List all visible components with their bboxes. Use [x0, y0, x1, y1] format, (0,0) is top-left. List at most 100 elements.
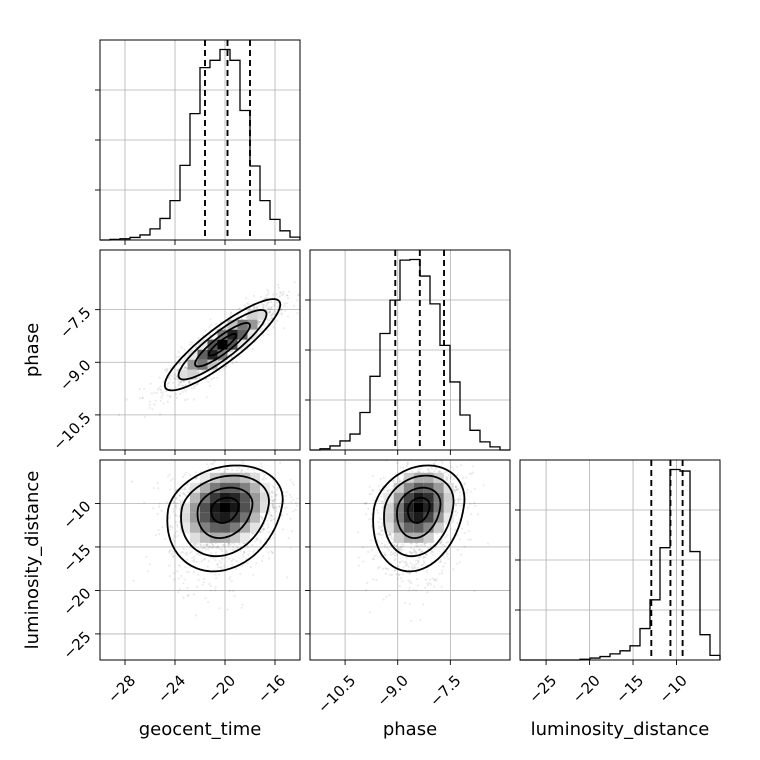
sample-point — [197, 552, 200, 555]
sample-point — [292, 483, 295, 486]
sample-point — [271, 313, 275, 316]
sample-point — [181, 384, 184, 387]
sample-point — [393, 480, 396, 483]
sample-point — [425, 553, 428, 556]
sample-point — [261, 319, 264, 322]
sample-point — [206, 543, 209, 546]
contour-level-3 — [166, 464, 284, 573]
sample-point — [398, 548, 401, 552]
sample-point — [252, 306, 255, 309]
sample-point — [414, 559, 417, 562]
sample-point — [224, 360, 228, 363]
sample-point — [458, 561, 461, 564]
sample-point — [426, 584, 430, 587]
sample-point — [193, 555, 196, 558]
sample-point — [279, 292, 282, 295]
sample-point — [433, 463, 436, 466]
sample-point — [183, 578, 186, 581]
sample-point — [239, 572, 242, 576]
sample-point — [387, 568, 390, 571]
density-cell — [237, 329, 248, 340]
sample-point — [175, 496, 178, 499]
sample-point — [445, 476, 448, 479]
density-cell — [190, 532, 200, 543]
sample-point — [381, 522, 384, 525]
sample-point — [389, 533, 392, 536]
sample-point — [182, 548, 185, 551]
sample-point — [467, 529, 470, 532]
sample-point — [275, 293, 278, 296]
sample-point — [270, 495, 273, 498]
density-cell — [250, 482, 260, 493]
sample-point — [391, 552, 394, 555]
sample-point — [249, 565, 252, 569]
sample-point — [286, 576, 289, 579]
sample-point — [461, 476, 465, 480]
sample-point — [237, 314, 240, 317]
contour-level-2 — [383, 474, 455, 558]
sample-point — [456, 488, 459, 491]
sample-point — [179, 494, 182, 497]
sample-point — [267, 293, 270, 296]
sample-point — [430, 551, 433, 555]
sample-point — [369, 611, 372, 614]
sample-point — [418, 548, 421, 551]
sample-point — [398, 561, 401, 564]
sample-point — [261, 530, 264, 533]
sample-point — [439, 560, 442, 563]
sample-point — [267, 333, 270, 336]
sample-point — [147, 570, 150, 573]
sample-point — [424, 586, 427, 589]
sample-point — [184, 357, 187, 360]
sample-point — [450, 537, 453, 541]
sample-point — [178, 493, 181, 496]
density-cell — [443, 502, 454, 513]
sample-point — [278, 295, 281, 298]
density-panel-luminosity_distance_vs_phase — [305, 459, 511, 665]
sample-point — [458, 538, 461, 541]
sample-point — [262, 307, 265, 310]
sample-point — [380, 495, 383, 498]
sample-point — [212, 556, 215, 560]
sample-point — [407, 565, 410, 568]
sample-point — [282, 292, 285, 295]
sample-point — [156, 512, 159, 516]
sample-point — [393, 569, 396, 572]
sample-point — [185, 366, 188, 370]
sample-point — [189, 380, 192, 383]
sample-point — [268, 319, 271, 322]
sample-point — [393, 543, 396, 547]
x-axis-label-phase: phase — [383, 719, 437, 740]
sample-point — [426, 591, 429, 594]
sample-point — [454, 503, 457, 507]
sample-point — [158, 502, 161, 505]
density-cell — [230, 532, 240, 543]
density-cell — [240, 502, 250, 513]
sample-point — [379, 556, 382, 559]
sample-point — [408, 589, 411, 592]
sample-point — [416, 560, 420, 563]
sample-point — [278, 505, 281, 508]
sample-point — [267, 301, 270, 304]
sample-point — [223, 471, 226, 474]
sample-point — [177, 591, 180, 594]
density-cell — [197, 359, 208, 370]
sample-point — [370, 513, 373, 516]
sample-point — [471, 471, 474, 474]
sample-point — [216, 563, 219, 566]
sample-point — [203, 557, 206, 561]
sample-point — [251, 532, 255, 535]
sample-point — [269, 513, 272, 517]
sample-point — [441, 461, 444, 464]
sample-point — [417, 545, 420, 548]
sample-point — [267, 307, 270, 310]
sample-point — [420, 549, 424, 553]
sample-point — [272, 311, 275, 314]
sample-point — [443, 544, 446, 547]
density-cell — [393, 492, 404, 503]
contour-level-2 — [177, 308, 268, 381]
sample-point — [245, 317, 248, 320]
sample-point — [287, 537, 290, 540]
sample-point — [174, 514, 177, 517]
histogram-geocent_time — [100, 48, 301, 241]
